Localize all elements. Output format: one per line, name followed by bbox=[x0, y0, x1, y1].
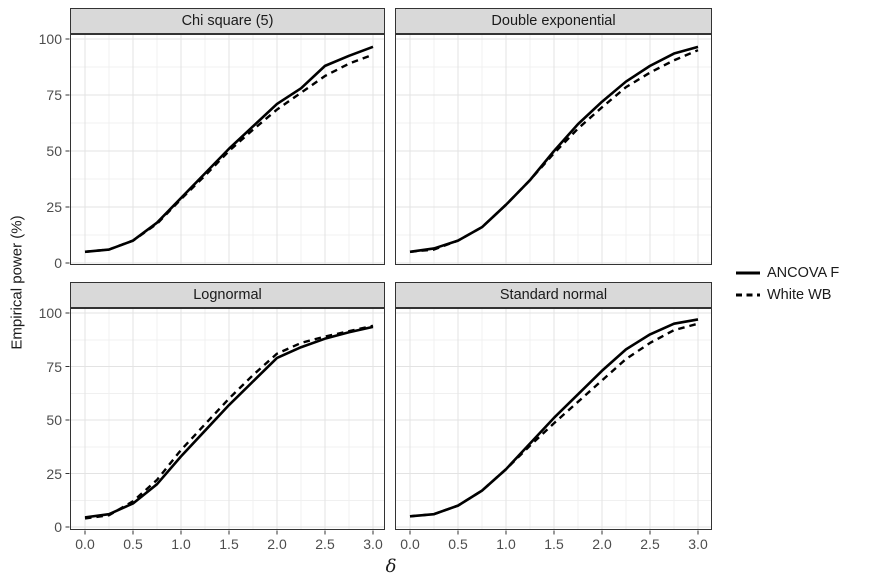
legend-label: ANCOVA F bbox=[767, 265, 840, 281]
x-tick-label: 1.5 bbox=[219, 536, 239, 552]
facet-panel-lognormal bbox=[65, 308, 385, 535]
x-tick-label: 0.5 bbox=[123, 536, 143, 552]
legend-item-white-wb: White WB bbox=[735, 284, 839, 306]
dashed-line-key-icon bbox=[736, 293, 760, 297]
facet-strip-double-exponential: Double exponential bbox=[395, 8, 712, 34]
y-tick-label: 50 bbox=[46, 412, 62, 428]
legend: ANCOVA F White WB bbox=[735, 262, 839, 306]
x-tick-label: 2.5 bbox=[640, 536, 660, 552]
facet-strip-standard-normal: Standard normal bbox=[395, 282, 712, 308]
y-tick-label: 100 bbox=[38, 31, 62, 47]
legend-label: White WB bbox=[767, 287, 832, 303]
x-tick-label: 0.5 bbox=[448, 536, 468, 552]
facet-strip-lognormal: Lognormal bbox=[70, 282, 385, 308]
x-tick-label: 0.0 bbox=[400, 536, 420, 552]
facet-panel-chi-square bbox=[65, 34, 385, 265]
x-tick-label: 2.5 bbox=[315, 536, 335, 552]
y-tick-label: 0 bbox=[54, 519, 62, 535]
y-axis-title: Empirical power (%) bbox=[8, 215, 26, 350]
facet-strip-label: Chi square (5) bbox=[181, 13, 274, 29]
x-tick-label: 3.0 bbox=[363, 536, 383, 552]
facet-panel-standard-normal bbox=[395, 308, 712, 535]
x-tick-label: 1.0 bbox=[171, 536, 191, 552]
facet-strip-chi-square: Chi square (5) bbox=[70, 8, 385, 34]
x-tick-label: 1.0 bbox=[496, 536, 516, 552]
x-axis-title: δ bbox=[385, 556, 397, 577]
y-tick-label: 100 bbox=[38, 305, 62, 321]
facet-strip-label: Standard normal bbox=[499, 287, 608, 303]
solid-line-key-icon bbox=[736, 271, 760, 275]
facet-panel-double-exponential bbox=[395, 34, 712, 265]
x-tick-label: 3.0 bbox=[688, 536, 708, 552]
facet-strip-label: Lognormal bbox=[193, 287, 262, 303]
y-tick-label: 25 bbox=[46, 199, 62, 215]
facet-strip-label: Double exponential bbox=[491, 13, 616, 29]
x-tick-label: 0.0 bbox=[75, 536, 95, 552]
x-tick-label: 2.0 bbox=[267, 536, 287, 552]
legend-item-ancova-f: ANCOVA F bbox=[735, 262, 839, 284]
x-tick-label: 1.5 bbox=[544, 536, 564, 552]
y-tick-label: 25 bbox=[46, 465, 62, 482]
y-tick-label: 0 bbox=[54, 255, 62, 271]
x-tick-label: 2.0 bbox=[592, 536, 612, 552]
y-tick-label: 75 bbox=[46, 358, 62, 375]
y-tick-label: 75 bbox=[46, 87, 62, 103]
y-tick-label: 50 bbox=[46, 143, 62, 159]
